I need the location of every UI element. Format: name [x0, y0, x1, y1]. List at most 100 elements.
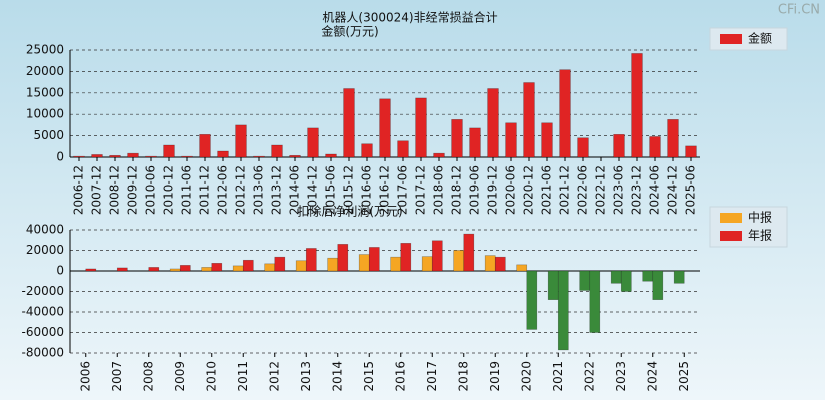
bar: [181, 155, 193, 158]
bar: [421, 256, 433, 272]
bar: [453, 250, 465, 272]
bar: [271, 144, 283, 158]
y-tick-label: 25000: [26, 43, 64, 57]
y-tick-label: -80000: [21, 346, 64, 360]
bar: [201, 267, 213, 272]
x-tick-label: 2022-06: [576, 165, 590, 215]
bar: [557, 270, 569, 351]
bar: [232, 265, 244, 272]
x-tick-label: 2014-12: [306, 165, 320, 215]
bar: [390, 256, 402, 272]
x-tick-label: 2017-12: [414, 165, 428, 215]
x-tick-label: 2022: [582, 361, 596, 392]
bar: [589, 270, 601, 333]
x-tick-label: 2024: [645, 361, 659, 392]
watermark: CFi.CN: [778, 3, 820, 18]
x-tick-label: 2020-06: [504, 165, 518, 215]
x-tick-label: 2008-12: [108, 165, 122, 215]
x-tick-label: 2012-06: [216, 165, 230, 215]
bar: [505, 122, 517, 158]
bar: [217, 150, 229, 158]
x-tick-label: 2012-12: [234, 165, 248, 215]
x-tick-label: 2020-12: [522, 165, 536, 215]
bar: [85, 268, 97, 272]
x-tick-label: 2016-12: [378, 165, 392, 215]
bar: [547, 270, 559, 301]
y-tick-label: 15000: [26, 85, 64, 99]
bar: [397, 140, 409, 158]
x-tick-label: 2011: [236, 361, 250, 392]
y-tick-label: 0: [56, 150, 64, 164]
bar: [211, 263, 223, 272]
x-tick-label: 2009: [173, 361, 187, 392]
y-tick-label: 20000: [26, 243, 64, 257]
x-tick-label: 2009-12: [126, 165, 140, 215]
x-tick-label: 2011-06: [180, 165, 194, 215]
x-tick-label: 2023: [614, 361, 628, 392]
bar: [577, 137, 589, 158]
x-tick-label: 2024-12: [666, 165, 680, 215]
bar: [127, 152, 139, 158]
x-tick-label: 2013-12: [270, 165, 284, 215]
bar: [523, 82, 535, 158]
x-tick-label: 2021-06: [540, 165, 554, 215]
bar: [484, 255, 496, 272]
bar: [307, 127, 319, 158]
bar: [379, 98, 391, 158]
x-tick-label: 2014-06: [288, 165, 302, 215]
x-tick-label: 2021-12: [558, 165, 572, 215]
x-tick-label: 2018-12: [450, 165, 464, 215]
x-tick-label: 2024-06: [648, 165, 662, 215]
x-tick-label: 2019: [488, 361, 502, 392]
y-tick-label: 10000: [26, 107, 64, 121]
legend-label: 中报: [748, 210, 772, 225]
bar: [337, 244, 349, 272]
bar: [148, 267, 160, 272]
bar: [325, 153, 337, 158]
x-tick-label: 2016-06: [360, 165, 374, 215]
x-tick-label: 2006: [78, 361, 92, 392]
chart-title: 机器人(300024)非经常损益合计: [322, 10, 497, 25]
bar: [169, 268, 181, 272]
x-tick-label: 2025-06: [684, 165, 698, 215]
legend-swatch: [720, 34, 742, 44]
bar: [400, 243, 412, 272]
x-tick-label: 2015-12: [342, 165, 356, 215]
x-tick-label: 2010: [204, 361, 218, 392]
y-tick-label: 5000: [33, 128, 64, 142]
x-tick-label: 2018-06: [432, 165, 446, 215]
bar: [327, 257, 339, 272]
x-tick-label: 2019-12: [486, 165, 500, 215]
x-tick-label: 2011-12: [198, 165, 212, 215]
bar: [242, 259, 254, 272]
x-tick-label: 2010-06: [144, 165, 158, 215]
x-tick-label: 2025: [677, 361, 691, 392]
x-tick-label: 2008: [141, 361, 155, 392]
x-tick-label: 2023-06: [612, 165, 626, 215]
bar: [368, 247, 380, 272]
bar: [163, 144, 175, 158]
bar: [274, 256, 286, 272]
bar: [649, 136, 661, 158]
x-tick-label: 2006-12: [72, 165, 86, 215]
y-axis-label: 金额(万元): [321, 24, 378, 39]
bar: [685, 145, 697, 158]
bar: [343, 88, 355, 158]
bar: [487, 88, 499, 158]
legend-label: 金额: [748, 31, 772, 46]
bar: [415, 97, 427, 158]
bar: [451, 119, 463, 158]
bar: [541, 122, 553, 158]
bar: [199, 134, 211, 158]
bar: [73, 155, 85, 158]
bar: [295, 260, 307, 272]
bar: [494, 256, 506, 272]
x-tick-label: 2007-12: [90, 165, 104, 215]
bar: [673, 270, 685, 284]
bar: [469, 127, 481, 158]
bar: [463, 233, 475, 272]
legend-box: [709, 27, 788, 51]
bar: [579, 270, 591, 291]
bar: [235, 124, 247, 158]
